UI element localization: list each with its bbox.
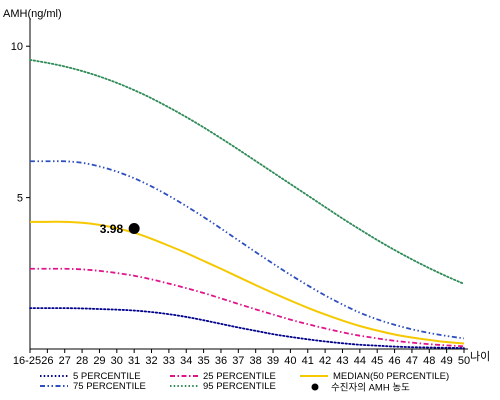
x-tick-label: 50 xyxy=(458,355,470,367)
legend-label-patient-amh: 수진자의 AMH 농도 xyxy=(331,383,410,394)
legend-point-marker xyxy=(311,383,319,391)
legend-label-5-percentile: 5 PERCENTILE xyxy=(73,371,141,382)
x-tick-label: 36 xyxy=(215,355,227,367)
patient-amh-point xyxy=(128,222,140,234)
x-tick-label: 16-25 xyxy=(13,355,41,367)
x-tick-label: 39 xyxy=(267,355,279,367)
x-tick-label: 41 xyxy=(302,355,314,367)
series-layer xyxy=(29,58,465,349)
legend: 5 PERCENTILE 25 PERCENTILE MEDIAN(50 PERCE… xyxy=(40,371,449,394)
x-tick-label: 44 xyxy=(354,355,366,367)
x-tick-label: 28 xyxy=(76,355,88,367)
x-tick-label: 48 xyxy=(423,355,435,367)
x-tick-label: 47 xyxy=(406,355,418,367)
x-tick-label: 35 xyxy=(197,355,209,367)
x-tick-label: 45 xyxy=(371,355,383,367)
x-tick-label: 34 xyxy=(180,355,192,367)
y-tick-label: 5 xyxy=(17,193,23,205)
points-layer: 3.98 xyxy=(100,222,140,236)
x-tick-label: 38 xyxy=(250,355,262,367)
series-line-95-percentile xyxy=(29,58,465,285)
x-tick-label: 37 xyxy=(232,355,244,367)
x-tick-label: 29 xyxy=(93,355,105,367)
x-tick-label: 40 xyxy=(284,355,296,367)
x-tick-label: 33 xyxy=(163,355,175,367)
legend-label-25-percentile: 25 PERCENTILE xyxy=(203,371,276,382)
series-line-5-percentile xyxy=(29,307,465,349)
patient-amh-value-label: 3.98 xyxy=(100,222,124,236)
x-tick-label: 46 xyxy=(388,355,400,367)
x-tick-label: 32 xyxy=(145,355,157,367)
y-tick-label: 10 xyxy=(11,41,23,53)
x-axis-title: 나이 xyxy=(470,350,490,363)
series-line-25-percentile xyxy=(30,267,465,348)
series-line-median-50-percentile xyxy=(30,220,465,345)
x-tick-label: 30 xyxy=(111,355,123,367)
x-tick-label: 42 xyxy=(319,355,331,367)
series-line-75-percentile xyxy=(30,160,465,340)
x-tick-label: 27 xyxy=(59,355,71,367)
x-tick-label: 26 xyxy=(41,355,53,367)
legend-label-median-50-percentile: MEDIAN(50 PERCENTILE) xyxy=(333,371,449,382)
y-axis-title: AMH(ng/ml) xyxy=(3,8,62,20)
x-tick-label: 31 xyxy=(128,355,140,367)
legend-label-95-percentile: 95 PERCENTILE xyxy=(203,381,276,392)
legend-label-75-percentile: 75 PERCENTILE xyxy=(73,381,146,392)
axes: 5 10 16-25 26 27 28 29 30 31 32 33 34 35 36 37 38 39 40 41… xyxy=(11,18,470,367)
x-tick-label: 49 xyxy=(441,355,453,367)
x-tick-label: 43 xyxy=(336,355,348,367)
